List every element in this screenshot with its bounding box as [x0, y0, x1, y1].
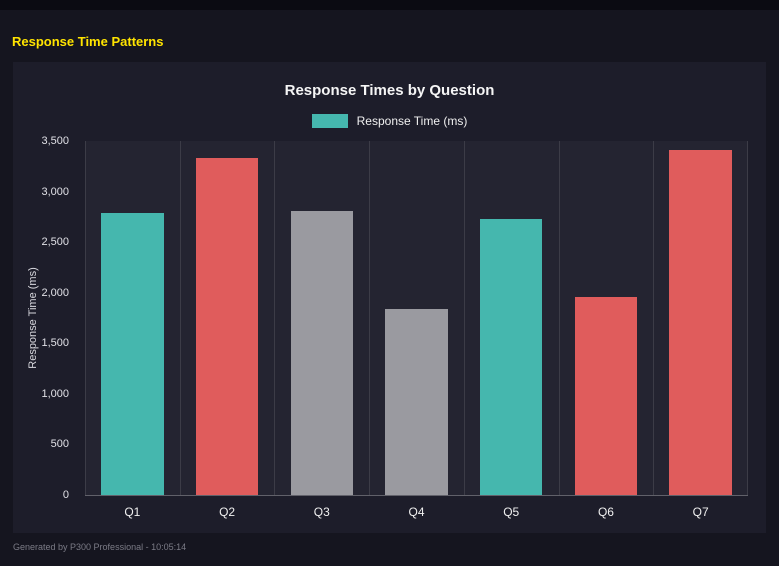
- gridline-vertical: [274, 141, 276, 495]
- chart-legend[interactable]: Response Time (ms): [13, 114, 766, 128]
- x-tick-label: Q2: [219, 505, 236, 519]
- legend-swatch: [311, 114, 348, 128]
- bar-q4: [385, 308, 448, 495]
- y-tick-label: 1,000: [41, 387, 69, 400]
- x-axis-labels: Q1 Q2 Q3 Q4 Q5 Q6 Q7: [85, 496, 748, 528]
- gridline-vertical: [85, 141, 86, 495]
- x-tick-label: Q5: [503, 505, 520, 519]
- y-tick-label: 1,500: [41, 337, 69, 350]
- gridline-vertical: [747, 141, 748, 495]
- gridline-vertical: [369, 141, 371, 495]
- y-tick-label: 3,000: [41, 185, 69, 198]
- bar-q6: [574, 296, 638, 495]
- x-tick-label: Q6: [597, 505, 614, 519]
- gridline-vertical: [558, 141, 560, 495]
- x-tick-label: Q4: [408, 505, 425, 519]
- bar-q1: [101, 212, 164, 495]
- bar-q3: [290, 210, 354, 495]
- gridline-vertical: [463, 141, 465, 495]
- gridline-vertical: [179, 141, 181, 495]
- top-strip: [0, 0, 779, 10]
- y-tick-label: 0: [62, 489, 69, 501]
- bar-q5: [479, 218, 543, 495]
- x-tick-label: Q1: [124, 505, 141, 519]
- y-axis-ticks: 0 500 1,000 1,500 2,000 2,500 3,000 3,500: [13, 135, 77, 501]
- legend-label: Response Time (ms): [356, 114, 468, 128]
- footer-note: Generated by P300 Professional - 10:05:1…: [13, 542, 187, 552]
- y-tick-label: 2,500: [41, 236, 69, 249]
- y-tick-label: 2,000: [41, 286, 69, 299]
- chart-panel: Response Times by Question Response Time…: [13, 62, 766, 533]
- bar-q7: [669, 150, 732, 495]
- y-tick-label: 500: [50, 438, 69, 451]
- x-tick-label: Q7: [692, 505, 709, 519]
- chart-title: Response Times by Question: [284, 82, 495, 99]
- y-tick-label: 3,500: [41, 135, 69, 147]
- x-tick-label: Q3: [313, 505, 330, 519]
- page-title: Response Time Patterns: [12, 34, 164, 49]
- bar-q2: [195, 158, 259, 495]
- plot-area: [85, 141, 748, 496]
- gridline-vertical: [653, 141, 655, 495]
